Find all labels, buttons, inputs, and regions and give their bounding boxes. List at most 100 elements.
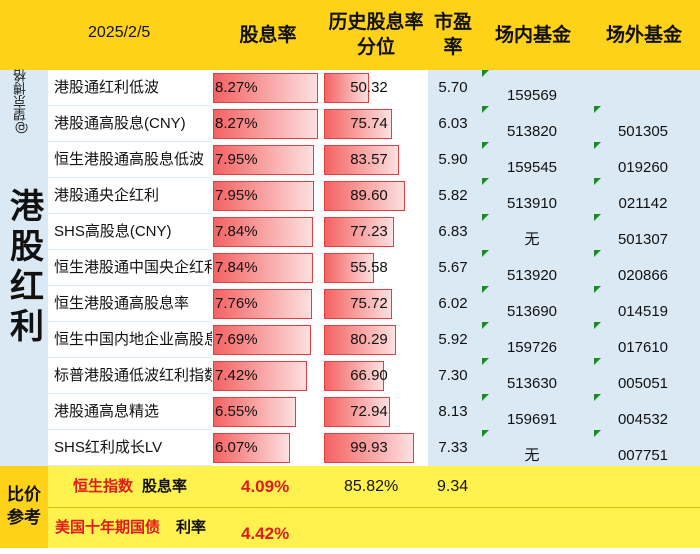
fund-in-code: 513920 [506, 267, 558, 284]
cell-marker-icon [594, 322, 601, 329]
pe-value: 7.33 [438, 439, 468, 456]
table-row: 港股通高息精选 6.55% 72.94 8.13 159691 004532 [48, 394, 700, 431]
percentile-cell: 75.72 [324, 286, 428, 323]
reference-row-hsi: 恒生指数 股息率 4.09% 85.82% 9.34 [0, 466, 700, 507]
table-row: 恒生港股通中国央企红利 7.84% 55.58 5.67 513920 020866 [48, 250, 700, 287]
pe-value: 8.13 [438, 403, 468, 420]
cell-marker-icon [482, 178, 489, 185]
percentile-bar [324, 109, 392, 139]
percentile-cell: 50.32 [324, 70, 428, 107]
fund-out-code: 014519 [617, 303, 669, 320]
header-fund-out: 场外基金 [605, 23, 682, 46]
fund-out-code: 501307 [617, 231, 669, 248]
index-name: 标普港股通低波红利指数 [48, 358, 212, 394]
cell-marker-icon [594, 142, 601, 149]
percentile-value: 89.60 [350, 187, 388, 204]
cell-marker-icon [482, 142, 489, 149]
percentile-cell: 89.60 [324, 178, 428, 215]
yield-cell: 8.27% [212, 70, 324, 107]
table-row: 标普港股通低波红利指数 7.42% 66.90 7.30 513630 005051 [48, 358, 700, 395]
percentile-bar [324, 217, 394, 247]
table-row: 恒生港股通高股息低波 7.95% 83.57 5.90 159545 019260 [48, 142, 700, 179]
yield-cell: 7.84% [212, 214, 324, 251]
percentile-bar [324, 73, 369, 103]
pe-value: 5.82 [438, 187, 468, 204]
yield-cell: 7.42% [212, 358, 324, 395]
pe-value: 5.92 [438, 331, 468, 348]
percentile-value: 77.23 [350, 223, 388, 240]
yield-cell: 6.07% [212, 430, 324, 467]
yield-cell: 7.95% [212, 142, 324, 179]
fund-out-code: 007751 [617, 447, 669, 464]
header-pe: 市盈率 [434, 11, 473, 58]
us-treasury-suffix: 利率 [176, 518, 207, 536]
header-percentile: 历史股息率分位 [328, 11, 424, 58]
fund-out-code: 017610 [617, 339, 669, 356]
yield-value: 8.27% [215, 115, 258, 132]
yield-value: 7.95% [215, 187, 258, 204]
yield-bar [213, 217, 313, 247]
percentile-bar [324, 145, 399, 175]
yield-value: 7.95% [215, 151, 258, 168]
yield-value: 7.69% [215, 331, 258, 348]
reference-row-us-treasury: 美国十年期国债 利率 4.42% [0, 507, 700, 548]
reference-label-line1: 比价 [7, 485, 41, 505]
reference-divider [48, 507, 700, 508]
fund-out-code: 019260 [617, 159, 669, 176]
cell-marker-icon [482, 430, 489, 437]
percentile-cell: 99.93 [324, 430, 428, 467]
hsi-percentile: 85.82% [344, 478, 399, 495]
cell-marker-icon [482, 70, 489, 77]
yield-bar [213, 73, 318, 103]
yield-cell: 6.55% [212, 394, 324, 431]
yield-cell: 7.69% [212, 322, 324, 359]
hsi-pe: 9.34 [437, 478, 469, 495]
report-date: 2025/2/5 [88, 24, 151, 41]
yield-bar [213, 397, 296, 427]
cell-marker-icon [482, 358, 489, 365]
hsi-name: 恒生指数 [73, 477, 134, 495]
cell-marker-icon [482, 250, 489, 257]
yield-value: 6.55% [215, 403, 258, 420]
cell-marker-icon [482, 322, 489, 329]
percentile-bar [324, 253, 374, 283]
index-name: 恒生中国内地企业高股息 [48, 322, 212, 358]
percentile-value: 72.94 [350, 403, 388, 420]
cell-marker-icon [594, 178, 601, 185]
percentile-value: 80.29 [350, 331, 388, 348]
percentile-cell: 66.90 [324, 358, 428, 395]
watermark: @望京博格 [14, 69, 29, 134]
table-row: 港股通高股息(CNY) 8.27% 75.74 6.03 513820 501305 [48, 106, 700, 143]
fund-in-code: 513690 [506, 303, 558, 320]
percentile-bar [324, 325, 396, 355]
hsi-yield: 4.09% [241, 477, 290, 496]
cell-marker-icon [482, 106, 489, 113]
cell-marker-icon [594, 430, 601, 437]
fund-in-code: 513910 [506, 195, 558, 212]
reference-label: 比价 参考 [0, 466, 48, 548]
yield-bar [213, 109, 318, 139]
yield-bar [213, 361, 307, 391]
percentile-cell: 80.29 [324, 322, 428, 359]
cell-marker-icon [594, 214, 601, 221]
fund-out-code: 005051 [617, 375, 669, 392]
yield-bar [213, 325, 311, 355]
hsi-suffix: 股息率 [142, 477, 188, 495]
yield-cell: 7.84% [212, 250, 324, 287]
cell-marker-icon [594, 250, 601, 257]
yield-value: 7.84% [215, 223, 258, 240]
pe-value: 6.83 [438, 223, 468, 240]
fund-in-code: 159545 [506, 159, 558, 176]
index-name: 恒生港股通高股息低波 [48, 142, 212, 178]
yield-value: 7.84% [215, 259, 258, 276]
index-name: SHS红利成长LV [48, 430, 212, 466]
percentile-bar [324, 181, 405, 211]
index-name: 港股通高股息(CNY) [48, 106, 212, 142]
percentile-cell: 72.94 [324, 394, 428, 431]
cell-marker-icon [594, 106, 601, 113]
table-row: 恒生中国内地企业高股息 7.69% 80.29 5.92 159726 017610 [48, 322, 700, 359]
percentile-value: 99.93 [350, 439, 388, 456]
us-treasury-rate: 4.42% [241, 524, 290, 543]
percentile-value: 75.74 [350, 115, 388, 132]
